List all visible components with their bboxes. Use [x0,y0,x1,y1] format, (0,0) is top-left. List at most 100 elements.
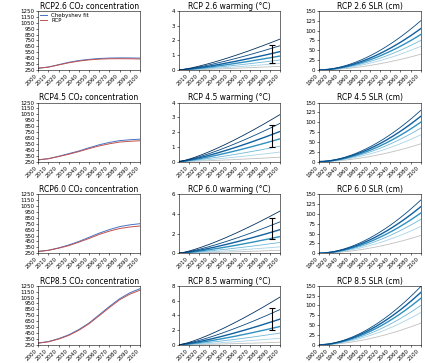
RCP [117,57,122,61]
RCP [107,57,112,61]
RCP [66,244,71,248]
Chebyshev fit [107,56,112,60]
RCP [127,292,132,296]
RCP [36,249,41,254]
Line: Chebyshev fit: Chebyshev fit [38,139,140,160]
Title: RCP2.6 CO₂ concentration: RCP2.6 CO₂ concentration [40,2,139,11]
RCP [137,139,142,143]
Chebyshev fit [76,239,82,244]
Chebyshev fit [87,321,92,325]
RCP [127,225,132,229]
Line: Chebyshev fit: Chebyshev fit [38,224,140,252]
Chebyshev fit [46,248,51,252]
Chebyshev fit [36,341,41,345]
Title: RCP6.0 CO₂ concentration: RCP6.0 CO₂ concentration [40,185,139,194]
Chebyshev fit [137,56,142,60]
RCP [107,229,112,233]
Title: RCP 6.0 SLR (cm): RCP 6.0 SLR (cm) [337,185,403,194]
RCP [56,154,61,159]
Chebyshev fit [127,291,132,295]
Title: RCP 6.0 warming (°C): RCP 6.0 warming (°C) [188,185,271,194]
Chebyshev fit [97,56,102,61]
Chebyshev fit [76,149,82,153]
RCP [46,340,51,344]
Line: RCP: RCP [38,290,140,343]
Chebyshev fit [66,243,71,247]
Chebyshev fit [56,246,61,250]
RCP [36,66,41,70]
Chebyshev fit [137,286,142,291]
RCP [107,142,112,146]
RCP [76,59,82,63]
Legend: Chebyshev fit, RCP: Chebyshev fit, RCP [40,13,89,23]
Title: RCP 8.5 warming (°C): RCP 8.5 warming (°C) [188,277,271,286]
Line: Chebyshev fit: Chebyshev fit [38,58,140,68]
Chebyshev fit [137,221,142,226]
Line: RCP: RCP [38,226,140,252]
Title: RCP 4.5 warming (°C): RCP 4.5 warming (°C) [188,93,271,102]
RCP [87,58,92,62]
RCP [46,156,51,161]
RCP [87,236,92,241]
Chebyshev fit [36,158,41,162]
Line: RCP: RCP [38,59,140,68]
Chebyshev fit [87,235,92,240]
Chebyshev fit [97,313,102,317]
RCP [66,61,71,65]
Title: RCP4.5 CO₂ concentration: RCP4.5 CO₂ concentration [40,93,139,102]
Chebyshev fit [97,143,102,147]
Chebyshev fit [46,156,51,161]
Chebyshev fit [137,137,142,141]
Chebyshev fit [56,154,61,159]
RCP [117,140,122,144]
Chebyshev fit [117,138,122,143]
Chebyshev fit [127,138,132,142]
Chebyshev fit [107,140,112,144]
RCP [46,65,51,69]
RCP [56,337,61,341]
RCP [36,158,41,162]
RCP [107,305,112,310]
Title: RCP 2.6 warming (°C): RCP 2.6 warming (°C) [188,2,271,11]
Title: RCP8.5 CO₂ concentration: RCP8.5 CO₂ concentration [40,277,139,286]
Chebyshev fit [36,66,41,70]
RCP [117,227,122,231]
Chebyshev fit [127,223,132,227]
Chebyshev fit [76,327,82,332]
RCP [97,232,102,237]
RCP [76,240,82,244]
Chebyshev fit [117,297,122,301]
Chebyshev fit [76,58,82,63]
RCP [36,341,41,345]
Chebyshev fit [107,304,112,309]
RCP [76,328,82,333]
RCP [137,224,142,228]
Chebyshev fit [36,249,41,254]
RCP [97,57,102,61]
Chebyshev fit [107,227,112,232]
Line: Chebyshev fit: Chebyshev fit [38,289,140,343]
RCP [127,57,132,61]
Title: RCP 2.6 SLR (cm): RCP 2.6 SLR (cm) [337,2,403,11]
RCP [87,146,92,151]
RCP [76,150,82,154]
Chebyshev fit [117,56,122,60]
RCP [117,298,122,302]
Chebyshev fit [46,65,51,69]
Chebyshev fit [87,57,92,62]
RCP [56,63,61,67]
RCP [127,139,132,143]
Title: RCP 4.5 SLR (cm): RCP 4.5 SLR (cm) [337,93,403,102]
RCP [87,322,92,326]
Chebyshev fit [56,62,61,67]
RCP [56,246,61,250]
RCP [46,248,51,253]
Line: RCP: RCP [38,141,140,160]
RCP [137,57,142,61]
Chebyshev fit [56,337,61,341]
Title: RCP 8.5 SLR (cm): RCP 8.5 SLR (cm) [337,277,403,286]
RCP [137,288,142,292]
Chebyshev fit [66,151,71,156]
Chebyshev fit [87,146,92,150]
RCP [97,144,102,148]
